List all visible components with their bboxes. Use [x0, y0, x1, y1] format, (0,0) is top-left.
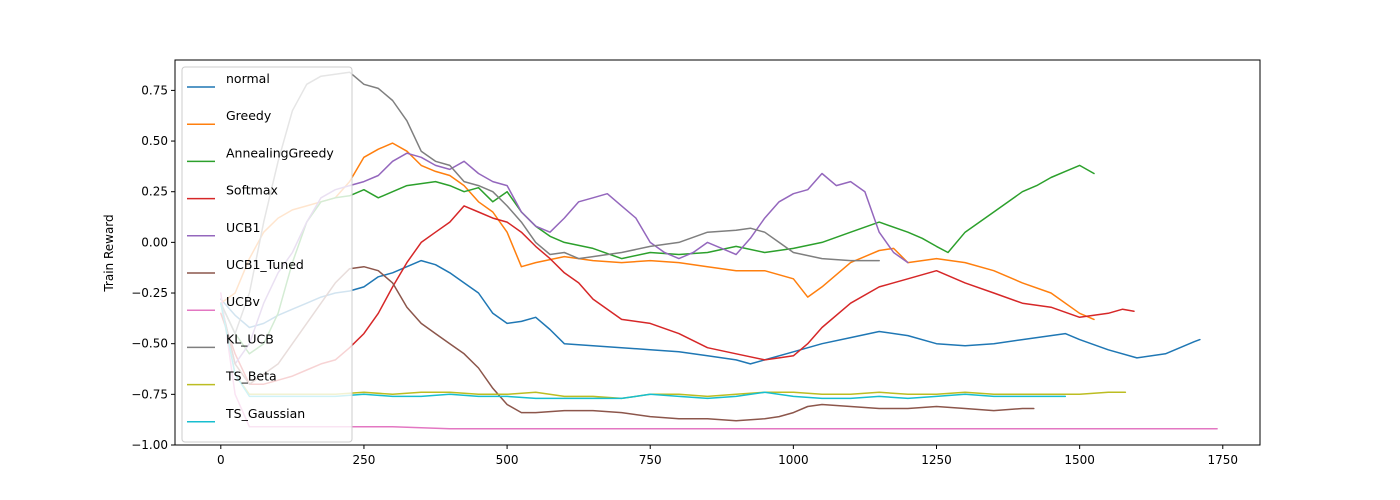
y-tick-label: 0.00 [141, 235, 168, 249]
y-tick-label: 0.25 [141, 185, 168, 199]
y-tick-label: −0.75 [131, 387, 168, 401]
x-tick-label: 750 [639, 453, 662, 467]
y-axis-label: Train Reward [102, 214, 116, 292]
x-tick-label: 500 [496, 453, 519, 467]
legend-box [181, 66, 353, 443]
y-tick-label: 0.50 [141, 134, 168, 148]
y-tick-label: −0.50 [131, 337, 168, 351]
legend-label-kl-ucb: KL_UCB [226, 331, 274, 346]
x-tick-label: 250 [352, 453, 375, 467]
y-tick-label: 0.75 [141, 83, 168, 97]
y-tick-label: −1.00 [131, 438, 168, 452]
y-tick-label: −0.25 [131, 286, 168, 300]
series-line-softmax [220, 205, 1135, 385]
legend-label-softmax: Softmax [226, 183, 278, 198]
x-tick-label: 1000 [778, 453, 809, 467]
y-axis: −1.00 −0.75 −0.50 −0.25 0.00 0.25 0.50 0.75 [131, 83, 175, 452]
legend: normal Greedy AnnealingGreedy Softmax UCB1 UC… [181, 66, 353, 443]
legend-label-ts-gaussian: TS_Gaussian [225, 406, 305, 421]
x-axis: 0 250 500 750 1000 1250 1500 1750 [217, 445, 1238, 467]
x-tick-label: 1250 [921, 453, 952, 467]
legend-label-ucbv: UCBv [226, 294, 260, 309]
x-tick-label: 1500 [1064, 453, 1095, 467]
x-tick-label: 0 [217, 453, 225, 467]
legend-label-annealinggreedy: AnnealingGreedy [226, 145, 334, 160]
legend-label-normal: normal [226, 71, 270, 86]
x-tick-label: 1750 [1208, 453, 1239, 467]
series-layer [220, 71, 1218, 430]
legend-label-ucb1: UCB1 [226, 220, 260, 235]
plot-frame [174, 59, 1261, 446]
legend-label-greedy: Greedy [226, 108, 272, 123]
legend-label-ts-beta: TS_Beta [225, 369, 277, 384]
legend-label-ucb1-tuned: UCB1_Tuned [226, 257, 304, 272]
